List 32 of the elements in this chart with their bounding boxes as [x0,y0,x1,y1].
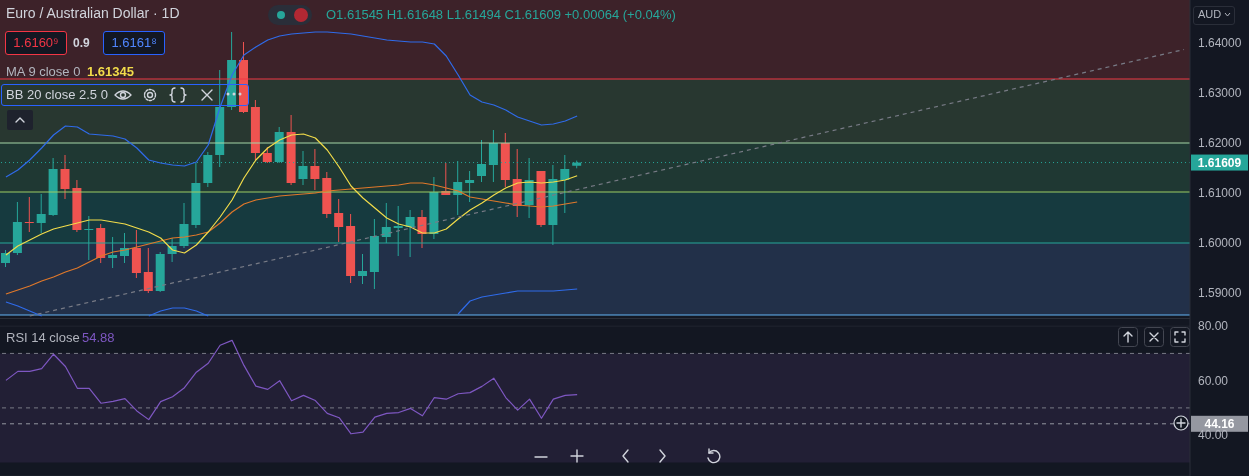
candlestick [310,148,320,191]
ref-line-label: 44.16 [1204,416,1235,431]
y-tick-label: 1.59000 [1198,286,1242,301]
annotation: 1.6161⁸ [103,31,165,55]
annotation: O1.61545 H1.61648 L1.61494 C1.61609 +0.00064 (+0.04%) [326,7,676,22]
annotation: 1.61345 [87,64,134,79]
candlestick [36,193,46,234]
annotation: 0.9 [73,36,90,50]
candlestick [358,253,367,285]
chart-title: Euro / Australian Dollar · 1D [6,5,180,21]
y-tick-label: 80.00 [1198,319,1229,334]
y-tick-label: 1.62000 [1198,136,1242,151]
y-tick-label: 1.63000 [1198,86,1242,101]
candlestick [143,247,153,294]
candlestick [334,198,344,243]
ref-line-label: 1.61609 [1197,155,1242,170]
candlestick [24,196,34,233]
text: AUD [1198,8,1222,20]
line-series [5,31,578,178]
annotation: 1.6160⁹ [5,31,67,55]
y-tick-label: 1.60000 [1198,236,1242,251]
y-tick-label: 60.00 [1198,373,1229,388]
annotation: MA 9 close 0 [6,64,81,79]
candlestick [60,154,70,200]
y-tick-label: 1.61000 [1198,186,1242,201]
line-series [5,182,578,295]
annotation: RSI 14 close [6,330,80,345]
y-tick-label: 1.64000 [1198,36,1242,51]
y-tick-label: 40.00 [1198,428,1229,443]
annotation: 54.88 [82,330,115,345]
candlestick [465,170,475,203]
annotation: BB 20 close 2.5 0 [6,87,108,102]
